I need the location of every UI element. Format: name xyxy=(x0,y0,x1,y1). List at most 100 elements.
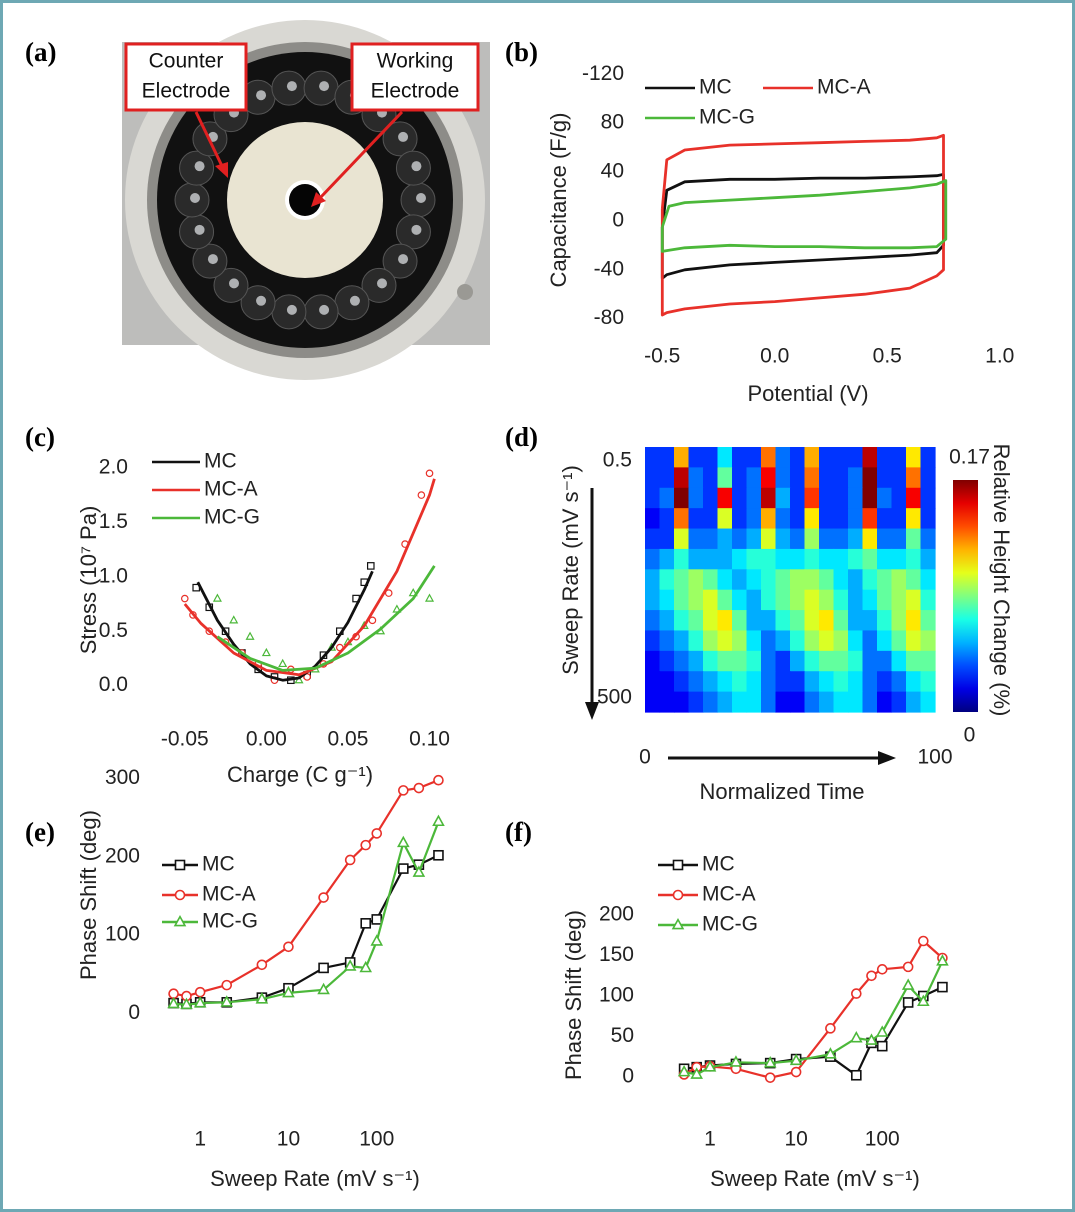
heatmap-cell xyxy=(790,650,806,672)
marker xyxy=(278,658,288,668)
heatmap-cell xyxy=(920,630,936,652)
photo-label: Counter xyxy=(149,50,224,73)
heatmap-cell xyxy=(862,548,878,570)
heatmap-cell xyxy=(717,630,733,652)
x-tick-label: 1 xyxy=(704,1128,716,1151)
arrow xyxy=(318,110,404,200)
heatmap-cell xyxy=(775,650,791,672)
marker xyxy=(417,491,426,499)
heatmap-cell xyxy=(674,447,690,468)
x-tick-label: 1.0 xyxy=(985,345,1014,368)
heatmap-cell xyxy=(732,691,748,713)
marker xyxy=(824,1047,837,1059)
heatmap-cell xyxy=(775,569,791,591)
heatmap-cell xyxy=(920,589,936,611)
heatmap-cell xyxy=(775,630,791,652)
marker xyxy=(789,1053,803,1066)
heatmap-cell xyxy=(920,671,936,693)
heatmap-cell xyxy=(906,650,922,672)
photo-label: Electrode xyxy=(371,80,460,103)
marker xyxy=(902,997,914,1008)
y-tick-label: 150 xyxy=(599,943,634,966)
marker xyxy=(256,959,268,971)
heatmap-cell xyxy=(819,487,835,509)
heatmap-cell xyxy=(688,610,704,632)
heatmap-cell xyxy=(920,610,936,632)
heatmap-cell xyxy=(906,569,922,591)
heatmap-cell xyxy=(790,447,806,468)
marker xyxy=(360,839,372,851)
y-tick-label: 1.5 xyxy=(99,510,128,533)
marker xyxy=(690,1067,703,1079)
heatmap-cell xyxy=(804,589,820,611)
heatmap-cell xyxy=(790,548,806,570)
heatmap-cell xyxy=(877,569,893,591)
marker xyxy=(398,785,409,796)
heatmap-cell xyxy=(775,447,791,468)
well-glint xyxy=(411,161,422,172)
heatmap-cell xyxy=(920,508,936,530)
heatmap-cell xyxy=(688,691,704,713)
x-tick-label: 100 xyxy=(865,1128,900,1151)
heatmap-cell xyxy=(645,650,661,672)
x-axis-title: Potential (V) xyxy=(747,381,868,406)
heatmap-cell xyxy=(833,467,849,489)
marker xyxy=(318,892,329,903)
heatmap-cell xyxy=(761,610,777,632)
heatmap-cell xyxy=(659,650,675,672)
heatmap-cell xyxy=(659,447,675,468)
marker xyxy=(677,1064,691,1077)
heatmap-cell xyxy=(717,650,733,672)
heatmap-cell xyxy=(920,548,936,570)
heatmap-cell xyxy=(819,650,835,672)
heatmap-cell xyxy=(804,467,820,489)
heatmap-cell xyxy=(761,589,777,611)
heatmap-cell xyxy=(848,467,864,489)
marker xyxy=(917,994,930,1007)
heatmap-cell xyxy=(790,630,806,652)
heatmap-cell xyxy=(645,447,661,468)
heatmap-cell xyxy=(703,467,719,489)
heatmap-cell xyxy=(732,467,748,489)
y-tick-label: 0 xyxy=(612,208,624,231)
heatmap-cell xyxy=(819,691,835,713)
heatmap-cell xyxy=(775,548,791,570)
heatmap-cell xyxy=(659,487,675,509)
x-axis-title: Sweep Rate (mV s⁻¹) xyxy=(210,1166,420,1191)
x-tick-label: 100 xyxy=(917,746,952,769)
heatmap-cell xyxy=(862,589,878,611)
heatmap-cell xyxy=(761,630,777,652)
marker xyxy=(875,1025,889,1037)
heatmap-cell xyxy=(688,508,704,530)
heatmap-cell xyxy=(674,467,690,489)
heatmap-cell xyxy=(891,528,907,550)
well-glint xyxy=(207,254,218,265)
legend-label: MC-G xyxy=(699,106,755,129)
y-tick-label: 200 xyxy=(105,844,140,867)
heatmap-cell xyxy=(746,487,762,509)
heatmap-cell xyxy=(833,487,849,509)
heatmap-cell xyxy=(645,691,661,713)
heatmap-cell xyxy=(659,671,675,693)
well-glint xyxy=(398,254,409,265)
marker xyxy=(261,647,271,657)
heatmap-cell xyxy=(775,508,791,530)
heatmap-cell xyxy=(819,610,835,632)
heatmap-cell xyxy=(659,630,675,652)
heatmap-cell xyxy=(848,487,864,509)
heatmap-cell xyxy=(819,548,835,570)
heatmap-cell xyxy=(833,569,849,591)
heatmap-cell xyxy=(761,691,777,713)
heatmap-arrows xyxy=(585,488,896,765)
marker xyxy=(876,1040,888,1052)
heatmap-cell xyxy=(746,650,762,672)
x-tick-label: 0 xyxy=(639,746,651,769)
legend-label: MC-A xyxy=(202,883,256,906)
heatmap-cell xyxy=(746,671,762,693)
heatmap-cell xyxy=(688,467,704,489)
heatmap-cell xyxy=(804,630,820,652)
heatmap-cell xyxy=(761,548,777,570)
series-line xyxy=(660,179,948,253)
marker xyxy=(672,889,684,901)
heatmap-cell xyxy=(732,589,748,611)
